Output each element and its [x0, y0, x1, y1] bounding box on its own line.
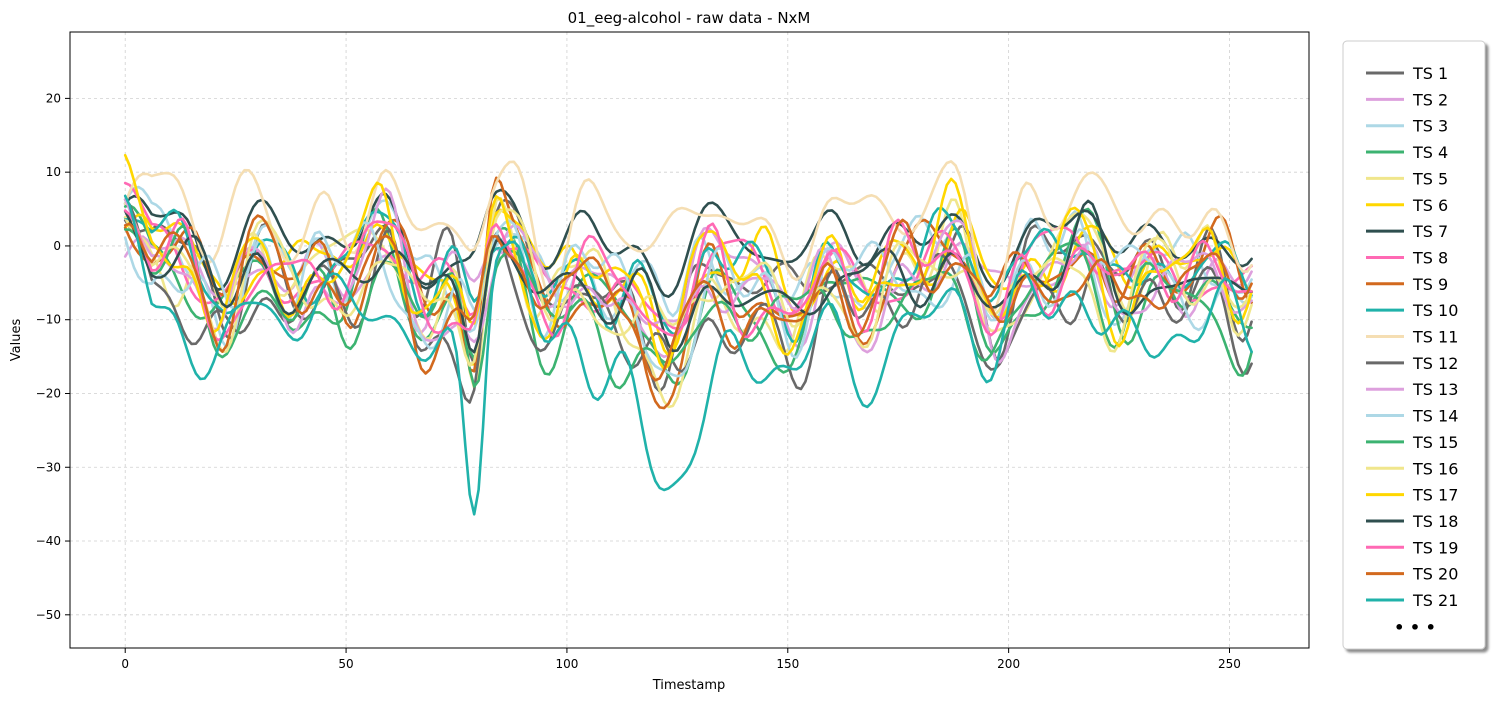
y-tick-label: −50 — [36, 608, 61, 622]
y-tick-label: 20 — [46, 91, 61, 105]
y-axis-ticks: 20 10 0 −10 −20 −30 −40 −50 — [36, 91, 70, 622]
legend-label: TS 4 — [1412, 143, 1448, 162]
x-axis-label: Timestamp — [652, 678, 726, 693]
legend-label: TS 6 — [1412, 196, 1448, 215]
legend-label: TS 11 — [1412, 328, 1458, 347]
legend-label: TS 19 — [1412, 538, 1458, 557]
legend-box — [1342, 40, 1486, 650]
legend-label: TS 8 — [1412, 248, 1448, 267]
legend-label: TS 17 — [1412, 486, 1458, 505]
y-tick-label: −20 — [36, 386, 61, 400]
legend-more-indicator: • • • — [1394, 618, 1436, 637]
legend-label: TS 2 — [1412, 90, 1448, 109]
legend-label: TS 7 — [1412, 222, 1448, 241]
legend-label: TS 3 — [1412, 117, 1448, 136]
y-tick-label: 0 — [53, 239, 61, 253]
x-tick-label: 150 — [776, 657, 799, 671]
x-tick-label: 200 — [997, 657, 1020, 671]
plot-frame — [69, 31, 1310, 649]
legend-label: TS 14 — [1412, 407, 1458, 426]
series-line-ts-8 — [123, 181, 1253, 331]
x-tick-label: 50 — [338, 657, 353, 671]
x-tick-label: 250 — [1218, 657, 1241, 671]
y-tick-label: 10 — [46, 165, 61, 179]
y-tick-label: −10 — [36, 313, 61, 327]
series-lines — [123, 153, 1253, 516]
series-line-ts-21 — [123, 194, 1253, 516]
legend-label: TS 21 — [1412, 591, 1458, 610]
legend-label: TS 15 — [1412, 433, 1458, 452]
series-line-ts-19 — [123, 209, 1253, 342]
x-axis-ticks: 0 50 100 150 200 250 — [121, 648, 1241, 671]
legend-label: TS 1 — [1412, 64, 1448, 83]
legend-label: TS 10 — [1412, 301, 1458, 320]
chart-title: 01_eeg-alcohol - raw data - NxM — [568, 9, 811, 28]
y-axis-label: Values — [9, 319, 24, 362]
legend-label: TS 16 — [1412, 459, 1458, 478]
x-tick-label: 0 — [121, 657, 129, 671]
legend-label: TS 5 — [1412, 169, 1448, 188]
legend-label: TS 12 — [1412, 354, 1458, 373]
y-tick-label: −40 — [36, 534, 61, 548]
legend: TS 1 TS 2 TS 3 TS 4 TS 5 TS 6 TS 7 TS 8 TS 9 TS 1… — [1342, 40, 1486, 650]
legend-label: TS 9 — [1412, 275, 1448, 294]
legend-label: TS 20 — [1412, 565, 1458, 584]
legend-label: TS 13 — [1412, 380, 1458, 399]
y-tick-label: −30 — [36, 460, 61, 474]
series-line-ts-18 — [123, 199, 1253, 354]
legend-label: TS 18 — [1412, 512, 1458, 531]
x-tick-label: 100 — [555, 657, 578, 671]
